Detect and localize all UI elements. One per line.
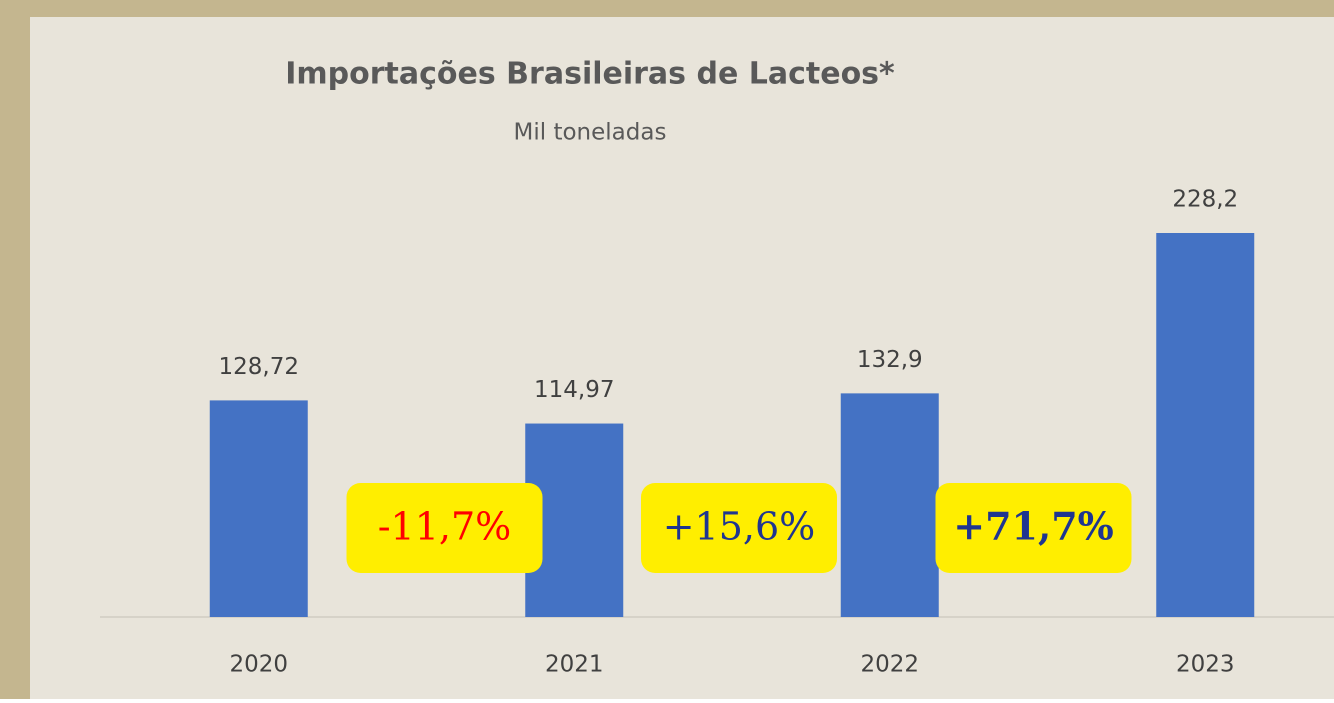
chart-subtitle: Mil toneladas bbox=[514, 120, 667, 146]
value-label: 228,2 bbox=[1172, 187, 1238, 213]
x-tick-label: 2020 bbox=[229, 652, 288, 678]
value-label: 132,9 bbox=[857, 347, 923, 373]
bar bbox=[840, 393, 939, 617]
annotation-box bbox=[935, 483, 1132, 573]
value-label: 114,97 bbox=[534, 377, 614, 403]
annotation: -11,7% bbox=[378, 505, 512, 549]
bar bbox=[209, 400, 308, 617]
x-tick-label: 2023 bbox=[1176, 652, 1235, 678]
annotation-box bbox=[346, 483, 543, 573]
x-tick-label: 2021 bbox=[545, 652, 604, 678]
annotation-box bbox=[641, 483, 837, 573]
chart-title: Importações Brasileiras de Lacteos* bbox=[285, 57, 895, 92]
annotation: +71,7% bbox=[953, 504, 1114, 549]
value-label: 128,72 bbox=[219, 354, 299, 380]
x-tick-label: 2022 bbox=[860, 652, 919, 678]
annotation: +15,6% bbox=[663, 505, 816, 549]
bar bbox=[1156, 233, 1255, 617]
